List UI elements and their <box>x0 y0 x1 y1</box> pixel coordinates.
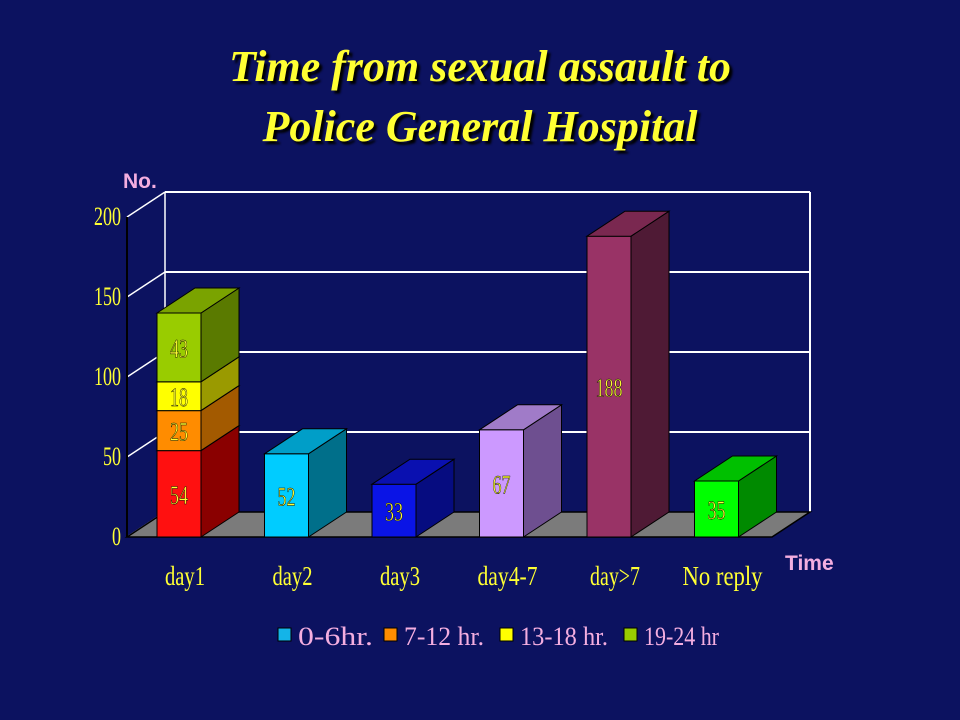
bar-day3-segment-0: 33 <box>370 458 456 538</box>
bar-value-label-No reply-0: 35 <box>708 496 726 525</box>
bar-No reply-segment-0: 35 <box>692 455 779 538</box>
bar-front <box>264 453 309 538</box>
bar-top <box>262 428 349 455</box>
legend-label-1: 7-12 hr. <box>404 622 484 651</box>
bar-front <box>156 450 202 538</box>
bar-front <box>371 483 417 538</box>
x-tick-label-No reply: No reply <box>683 561 763 591</box>
legend-item-2: 13-18 hr. <box>499 622 608 651</box>
bar-day1-segment-3: 43 <box>155 287 241 383</box>
legend-label-2: 13-18 hr. <box>520 622 608 651</box>
x-tick-label-day>7: day>7 <box>590 561 640 591</box>
legend-swatch <box>277 627 292 642</box>
bar-front <box>479 429 524 538</box>
x-axis-label: Time <box>785 552 834 575</box>
legend-swatch <box>499 627 514 642</box>
bar-top <box>477 404 564 431</box>
legend-item-3: 19-24 hr <box>623 622 719 651</box>
bar-side <box>630 210 670 538</box>
legend-label-3: 19-24 hr <box>644 622 719 651</box>
x-tick-label-day3: day3 <box>380 561 420 591</box>
bar-value-label-day4-7-0: 67 <box>493 470 511 499</box>
y-axis-label: No. <box>123 170 157 193</box>
bar-day>7-segment-0: 188 <box>585 210 671 538</box>
side-gridline-150 <box>126 271 166 298</box>
chart-title-line-1: Time from sexual assault to <box>229 42 731 91</box>
bar-top <box>692 455 779 482</box>
y-tick-label-100: 100 <box>94 362 121 391</box>
legend-swatch <box>383 627 398 642</box>
legend-item-0: 0-6hr. <box>277 622 373 651</box>
x-tick-label-day4-7: day4-7 <box>478 561 538 591</box>
bar-value-label-day1-0: 54 <box>170 481 188 510</box>
bar-top <box>370 458 456 485</box>
bar-value-label-day1-3: 43 <box>170 334 188 363</box>
y-tick-label-50: 50 <box>103 442 121 471</box>
bar-value-label-day3-0: 33 <box>385 498 403 527</box>
x-tick-label-day2: day2 <box>273 561 313 591</box>
bar-top <box>155 287 241 314</box>
bar-top <box>585 210 671 237</box>
bar-front <box>156 312 202 383</box>
bar-value-label-day2-0: 52 <box>278 482 296 511</box>
y-tick-label-150: 150 <box>94 282 121 311</box>
bar-value-label-day1-1: 25 <box>170 418 188 447</box>
bar-value-label-day>7-0: 188 <box>596 374 623 403</box>
y-tick-label-200: 200 <box>94 202 121 231</box>
side-gridline-200 <box>126 191 166 218</box>
bar-day4-7-segment-0: 67 <box>477 403 564 538</box>
bar-front <box>586 235 632 538</box>
bar-day2-segment-0: 52 <box>262 427 349 538</box>
legend-item-1: 7-12 hr. <box>383 622 484 651</box>
x-tick-label-day1: day1 <box>165 561 205 591</box>
legend-swatch <box>623 627 638 642</box>
y-tick-label-0: 0 <box>112 522 121 551</box>
chart-title-line-2: Police General Hospital <box>262 102 698 151</box>
bar-value-label-day1-2: 18 <box>170 383 188 412</box>
legend-label-0: 0-6hr. <box>298 622 373 651</box>
